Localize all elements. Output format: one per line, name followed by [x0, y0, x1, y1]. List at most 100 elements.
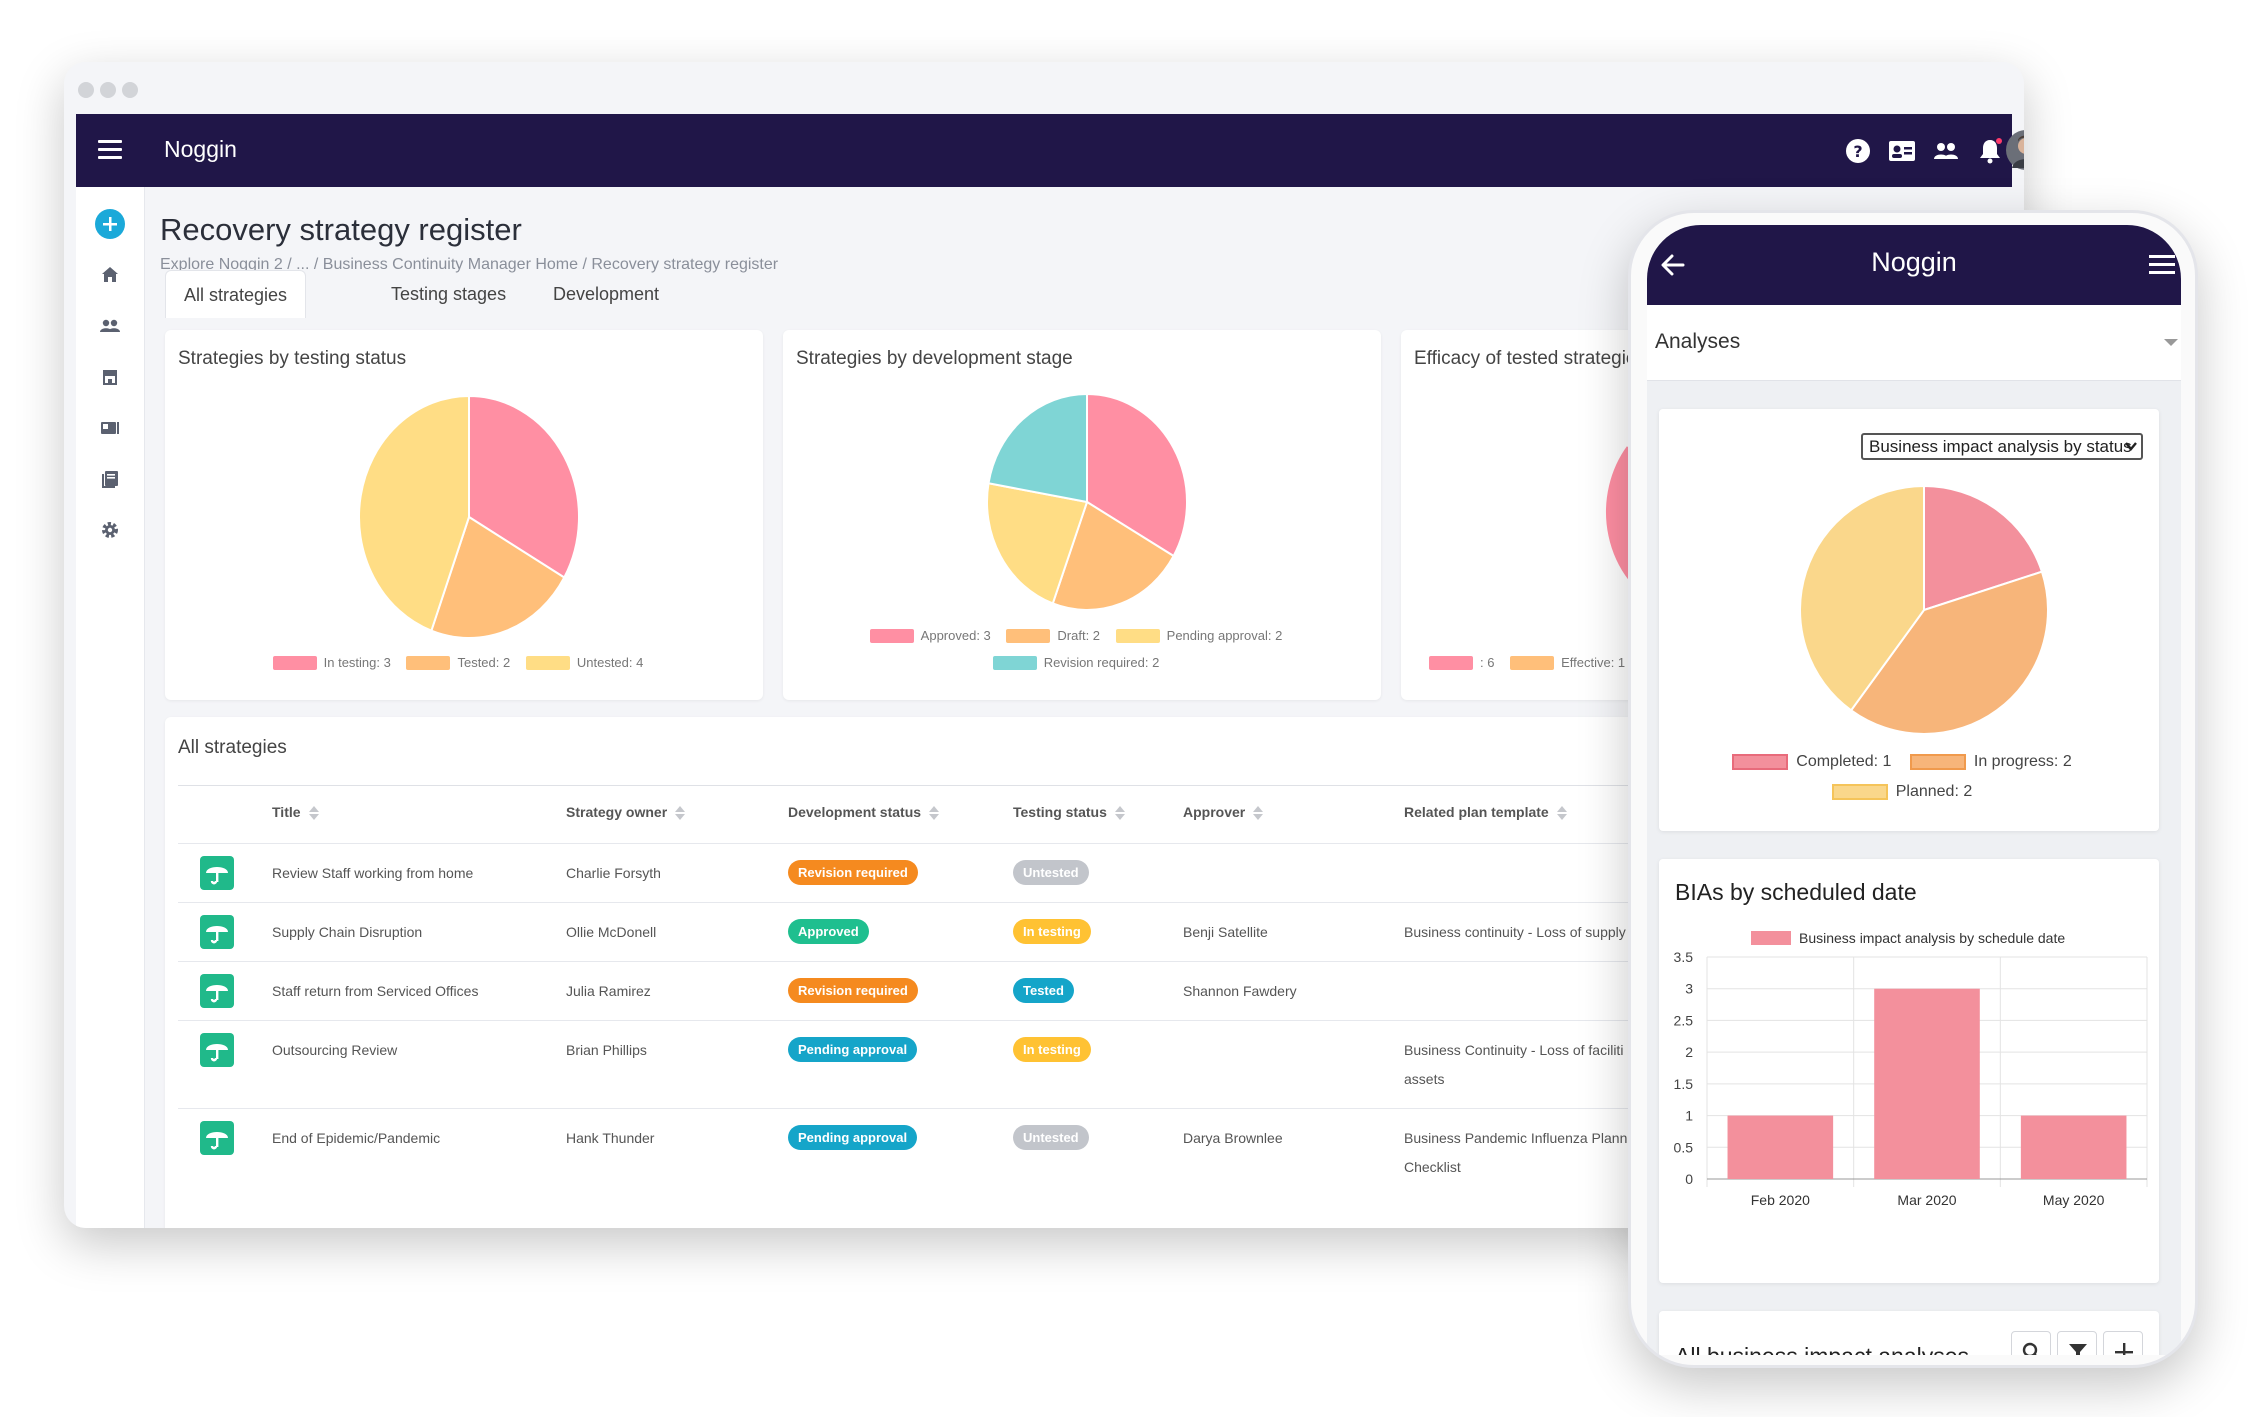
chart-legend: Approved: 3 Draft: 2 Pending approval: 2 [783, 627, 1381, 643]
bar[interactable] [1727, 1115, 1834, 1179]
cell-title[interactable]: Outsourcing Review [272, 1042, 398, 1058]
column-header-title[interactable]: Title [272, 804, 319, 821]
sort-icon[interactable] [1253, 806, 1264, 821]
chart-legend: Completed: 1 In progress: 2 [1659, 753, 2159, 771]
pie-slice[interactable] [1051, 500, 1175, 611]
pie-slice[interactable] [1923, 484, 2044, 612]
chart-title: BIAs by scheduled date [1675, 879, 1917, 905]
app-name: Noggin [164, 136, 237, 162]
cell-related-plan[interactable]: Business Pandemic Influenza Planni [1404, 1130, 1631, 1146]
menu-icon[interactable] [98, 140, 122, 160]
column-header-related-plan[interactable]: Related plan template [1404, 804, 1567, 821]
filter-button[interactable] [2057, 1331, 2097, 1355]
pie-slice[interactable] [1849, 570, 2049, 735]
umbrella-icon [200, 1121, 234, 1155]
legend-label: Approved: 3 [920, 628, 991, 644]
sort-icon[interactable] [675, 806, 686, 821]
store-icon[interactable] [95, 362, 125, 392]
header-label: Approver [1183, 804, 1246, 820]
legend-label: : 6 [1480, 655, 1495, 671]
header-label: Title [272, 804, 301, 820]
chart-select-dropdown[interactable]: Business impact analysis by status [1861, 433, 2143, 460]
pie-slice[interactable] [1086, 392, 1188, 558]
legend-label: Completed: 1 [1796, 753, 1892, 770]
sidebar [76, 187, 145, 1228]
add-button[interactable] [2103, 1331, 2143, 1355]
column-header-owner[interactable]: Strategy owner [566, 804, 686, 821]
sort-icon[interactable] [1114, 806, 1125, 821]
bar[interactable] [1874, 988, 1980, 1179]
umbrella-icon [200, 1033, 234, 1067]
legend-swatch [525, 655, 570, 670]
cell-title[interactable]: Staff return from Serviced Offices [272, 983, 479, 999]
window-close-dot[interactable] [78, 82, 94, 98]
status-badge: Untested [1013, 860, 1089, 885]
bar-chart-bia-schedule: Business impact analysis by schedule dat… [1674, 930, 2148, 1208]
breadcrumb-item[interactable]: Explore Noggin 2 / [160, 256, 292, 273]
contact-card-icon[interactable] [1888, 137, 1916, 165]
gear-icon[interactable] [95, 515, 125, 545]
table-row[interactable]: Supply Chain Disruption Ollie McDonell A… [178, 902, 2024, 961]
column-header-testing-status[interactable]: Testing status [1013, 804, 1125, 821]
pie-slice[interactable] [986, 482, 1089, 605]
column-header-approver[interactable]: Approver [1183, 804, 1264, 821]
legend-label: Pending approval: 2 [1166, 628, 1283, 644]
tab-development[interactable]: Development [553, 284, 660, 304]
x-tick-label: Feb 2020 [1751, 1192, 1810, 1208]
cell-title[interactable]: Supply Chain Disruption [272, 924, 423, 940]
sort-icon[interactable] [1556, 806, 1567, 821]
back-arrow-icon[interactable] [1659, 251, 1687, 279]
search-button[interactable] [2011, 1331, 2051, 1355]
cell-title[interactable]: End of Epidemic/Pandemic [272, 1130, 441, 1146]
sort-icon[interactable] [929, 806, 940, 821]
legend-swatch [1006, 628, 1051, 643]
tab-testing-stages[interactable]: Testing stages [391, 284, 507, 304]
section-select[interactable]: Analyses [1647, 305, 2181, 381]
cell-related-plan[interactable]: Business Continuity - Loss of faciliti [1404, 1042, 1624, 1058]
pie-slice[interactable] [1799, 484, 1925, 712]
people-icon[interactable] [1932, 137, 1960, 165]
window-maximize-dot[interactable] [122, 82, 138, 98]
add-icon[interactable] [95, 209, 125, 239]
pie-chart-testing-status [358, 394, 580, 639]
pie-chart-development-stage [986, 392, 1188, 611]
column-header-development-status[interactable]: Development status [788, 804, 940, 821]
pie-slice[interactable] [358, 394, 470, 633]
status-badge: Revision required [788, 978, 918, 1003]
help-icon[interactable]: ? [1844, 137, 1872, 165]
status-badge: Approved [788, 919, 869, 944]
cell-title[interactable]: Review Staff working from home [272, 865, 474, 881]
home-icon[interactable] [95, 260, 125, 290]
window-minimize-dot[interactable] [100, 82, 116, 98]
legend-swatch [992, 655, 1037, 670]
sort-icon[interactable] [308, 806, 319, 821]
status-badge: Pending approval [788, 1125, 918, 1150]
cell-related-plan-line2[interactable]: Checklist [1404, 1159, 1461, 1175]
legend-swatch [1510, 655, 1555, 670]
window-chrome [64, 62, 2024, 114]
breadcrumb-item[interactable]: ... / [296, 256, 319, 273]
table-row[interactable]: Outsourcing Review Brian Phillips Pendin… [178, 1020, 2024, 1108]
breadcrumb-item[interactable]: Business Continuity Manager Home / [322, 256, 587, 273]
id-card-icon[interactable] [95, 413, 125, 443]
cell-related-plan-line2[interactable]: assets [1404, 1071, 1445, 1087]
tab-all-strategies[interactable]: All strategies [165, 270, 307, 318]
section-select-value: Analyses [1655, 330, 1741, 353]
umbrella-icon [200, 974, 234, 1008]
pie-slice[interactable] [430, 515, 566, 639]
bell-icon[interactable] [1976, 137, 2004, 165]
menu-icon[interactable] [2147, 252, 2177, 278]
table-row[interactable]: Staff return from Serviced Offices Julia… [178, 961, 2024, 1020]
table-row[interactable]: End of Epidemic/Pandemic Hank Thunder Pe… [178, 1108, 2024, 1198]
table-row[interactable]: Review Staff working from home Charlie F… [178, 843, 2024, 902]
chevron-down-icon [2164, 339, 2178, 346]
legend-label: Draft: 2 [1057, 628, 1101, 644]
cell-related-plan[interactable]: Business continuity - Loss of supply [1404, 924, 1626, 940]
people-icon[interactable] [95, 311, 125, 341]
header-label: Development status [788, 804, 922, 820]
pie-slice[interactable] [987, 392, 1088, 504]
pie-slice[interactable] [468, 394, 580, 579]
book-icon[interactable] [95, 464, 125, 494]
bar[interactable] [2020, 1115, 2127, 1179]
user-avatar[interactable] [2006, 130, 2024, 170]
